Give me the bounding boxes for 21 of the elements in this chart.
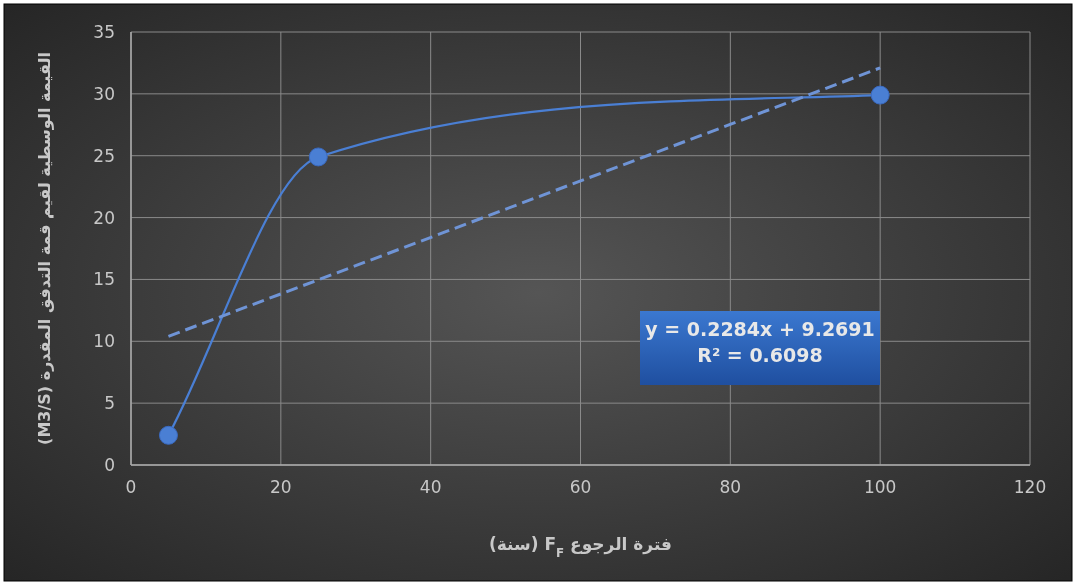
y-tick-label: 20 [93,207,115,228]
x-tick-label: 120 [1013,477,1047,497]
point [158,425,178,445]
y-tick-label: 30 [93,83,115,104]
x-tick-label: 60 [569,477,592,497]
annotation: R² = 0.6098 [697,344,823,366]
y-tick-label: 5 [104,393,115,414]
y-tick-label: 15 [93,269,115,290]
x-tick-label: 20 [270,477,292,497]
y-tick-label: 25 [93,145,115,166]
x-tick-label: 80 [719,477,742,497]
y-tick-label: 35 [93,22,115,42]
x-tick-label: 0 [125,477,137,497]
point [870,85,890,105]
y-tick-label: 0 [104,455,115,475]
y-axis-title: القيمة الوسطية لقيم قمة التدفق المقدرة (M3/S) [35,52,54,445]
y-tick-label: 10 [93,331,115,352]
annotation: y = 0.2284x + 9.2691 [645,318,875,340]
x-tick-label: 40 [419,477,442,497]
point [308,147,328,167]
x-tick-label: 100 [863,477,897,497]
